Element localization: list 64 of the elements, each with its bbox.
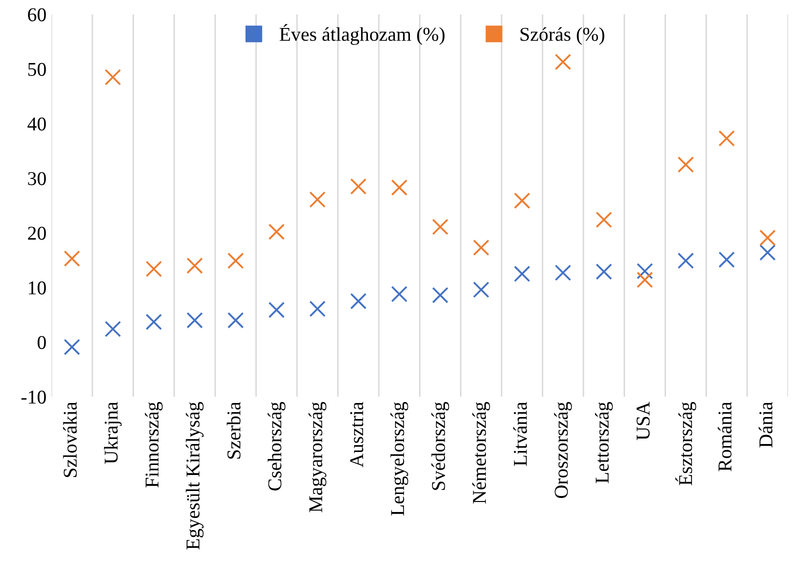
x-tick-label: Szerbia bbox=[226, 402, 240, 459]
x-tick-label: Lettország bbox=[595, 402, 613, 484]
x-tick-label: USA bbox=[636, 402, 650, 440]
x-tick-label: Ukrajna bbox=[104, 402, 122, 464]
x-tick-label: Egyesült Királyság bbox=[186, 402, 204, 550]
x-tick-label: Lengyelország bbox=[390, 402, 408, 516]
point bbox=[309, 191, 326, 208]
point bbox=[678, 156, 694, 173]
y-tick-label: 0 bbox=[38, 336, 46, 350]
point bbox=[350, 292, 367, 310]
point bbox=[227, 312, 244, 328]
point bbox=[718, 251, 735, 268]
y-tick-label: 50 bbox=[28, 62, 46, 76]
point bbox=[514, 192, 530, 209]
legend-label: Szórás (%) bbox=[520, 27, 604, 45]
x-tick-label: Oroszország bbox=[554, 402, 572, 498]
x-tick-label: Litvánia bbox=[513, 402, 527, 466]
y-tick-label: 10 bbox=[28, 281, 46, 294]
point bbox=[146, 314, 162, 330]
x-tick-label: Dánia bbox=[758, 402, 772, 448]
point bbox=[596, 263, 612, 280]
point bbox=[636, 262, 654, 280]
point bbox=[268, 224, 285, 240]
y-tick-label: 30 bbox=[28, 172, 46, 186]
x-tick-label: Svédország bbox=[431, 402, 450, 490]
point bbox=[391, 179, 408, 196]
point bbox=[678, 252, 694, 269]
y-tick-label: 20 bbox=[28, 226, 46, 240]
point bbox=[64, 338, 80, 356]
x-tick-label: Észtország bbox=[675, 402, 696, 486]
point bbox=[596, 212, 612, 228]
point bbox=[759, 244, 776, 261]
y-tick-label: 60 bbox=[28, 8, 46, 22]
point bbox=[309, 300, 326, 317]
x-tick-label: Ausztria bbox=[350, 402, 364, 468]
point bbox=[472, 281, 490, 298]
y-tick-label: -10 bbox=[21, 390, 46, 404]
x-tick-label: Románia bbox=[718, 402, 732, 472]
x-tick-label: Szlovákia bbox=[63, 402, 77, 477]
point bbox=[186, 312, 203, 328]
y-tick-label: 40 bbox=[28, 117, 46, 131]
legend-label: Éves átlaghozam (%) bbox=[280, 24, 445, 45]
point bbox=[554, 54, 572, 70]
point bbox=[146, 260, 162, 278]
point bbox=[186, 257, 203, 274]
point bbox=[718, 130, 735, 147]
point bbox=[350, 178, 367, 195]
point bbox=[636, 272, 654, 288]
point bbox=[759, 230, 776, 246]
point bbox=[472, 239, 490, 256]
x-tick-label: Finnország bbox=[144, 402, 163, 488]
point bbox=[391, 286, 408, 302]
x-tick-label: Csehország bbox=[268, 402, 286, 490]
point bbox=[268, 302, 285, 318]
point bbox=[554, 264, 572, 281]
point bbox=[104, 320, 122, 338]
point bbox=[64, 250, 80, 267]
x-tick-label: Magyarország bbox=[308, 402, 326, 512]
point bbox=[432, 286, 448, 304]
point bbox=[227, 252, 244, 269]
x-tick-label: Németország bbox=[472, 402, 490, 504]
point bbox=[104, 69, 122, 86]
point bbox=[432, 218, 448, 236]
point bbox=[514, 266, 530, 282]
